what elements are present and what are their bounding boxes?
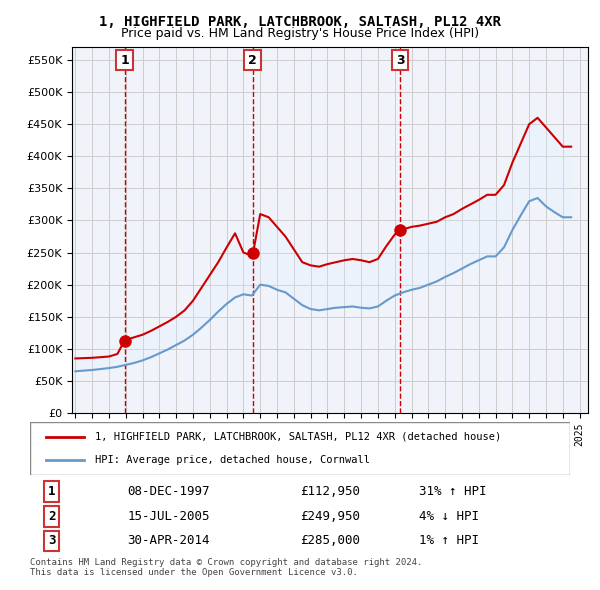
Text: Price paid vs. HM Land Registry's House Price Index (HPI): Price paid vs. HM Land Registry's House … [121,27,479,40]
Text: 30-APR-2014: 30-APR-2014 [127,535,210,548]
Text: 4% ↓ HPI: 4% ↓ HPI [419,510,479,523]
Text: £112,950: £112,950 [300,485,360,498]
Text: 1, HIGHFIELD PARK, LATCHBROOK, SALTASH, PL12 4XR (detached house): 1, HIGHFIELD PARK, LATCHBROOK, SALTASH, … [95,432,501,442]
Text: 1, HIGHFIELD PARK, LATCHBROOK, SALTASH, PL12 4XR: 1, HIGHFIELD PARK, LATCHBROOK, SALTASH, … [99,15,501,29]
Text: £249,950: £249,950 [300,510,360,523]
Text: £285,000: £285,000 [300,535,360,548]
Text: 1: 1 [120,54,129,67]
Text: 15-JUL-2005: 15-JUL-2005 [127,510,210,523]
Text: 2: 2 [48,510,55,523]
Text: 08-DEC-1997: 08-DEC-1997 [127,485,210,498]
Text: HPI: Average price, detached house, Cornwall: HPI: Average price, detached house, Corn… [95,455,370,465]
Text: 2: 2 [248,54,257,67]
FancyBboxPatch shape [30,422,570,475]
Text: 3: 3 [396,54,404,67]
Text: 3: 3 [48,535,55,548]
Text: 1% ↑ HPI: 1% ↑ HPI [419,535,479,548]
Text: 1: 1 [48,485,55,498]
Text: Contains HM Land Registry data © Crown copyright and database right 2024.
This d: Contains HM Land Registry data © Crown c… [30,558,422,577]
Text: 31% ↑ HPI: 31% ↑ HPI [419,485,487,498]
